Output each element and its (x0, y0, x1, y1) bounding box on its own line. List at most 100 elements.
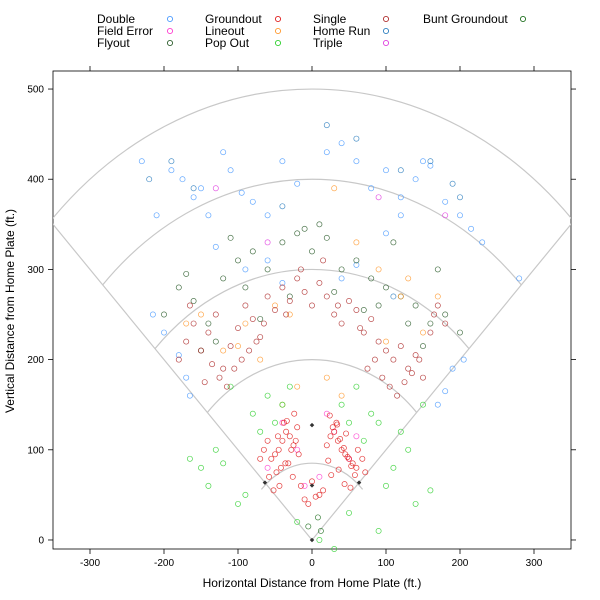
data-point (212, 338, 219, 345)
data-point (186, 455, 193, 462)
data-point (312, 493, 319, 500)
data-point (390, 464, 397, 471)
data-point (279, 401, 286, 408)
data-point (316, 473, 323, 480)
data-point (285, 460, 292, 467)
data-point (161, 311, 167, 318)
plot-frame (52, 70, 572, 550)
y-axis-title: Vertical Distance from Home Plate (ft.) (3, 209, 17, 413)
data-point (198, 311, 204, 318)
base-marker (356, 480, 362, 485)
legend-label: Home Run (313, 24, 370, 38)
data-point (420, 329, 426, 336)
data-point (257, 334, 264, 341)
x-tick-label: -300 (80, 558, 100, 569)
data-point (282, 460, 289, 467)
infield-arc (260, 462, 364, 490)
data-point (516, 275, 523, 282)
data-point (270, 487, 277, 494)
x-axis-ticks: -300 -200 -100 0 100 200 300 (80, 66, 543, 569)
data-point (146, 176, 153, 183)
data-point (264, 212, 271, 219)
legend-marker (382, 27, 390, 35)
data-point (329, 424, 336, 431)
data-point (183, 320, 190, 327)
data-point (216, 374, 223, 381)
data-point (442, 198, 449, 205)
data-point (323, 122, 330, 129)
foul-lines (53, 223, 571, 541)
data-point (257, 356, 264, 363)
data-point (242, 284, 249, 291)
data-point (212, 311, 219, 318)
data-point (351, 472, 358, 478)
data-point (294, 424, 301, 431)
data-point (205, 212, 212, 219)
data-point (198, 347, 204, 354)
data-point (316, 279, 323, 286)
data-point (348, 463, 355, 469)
data-point (272, 451, 278, 458)
data-point (353, 261, 360, 268)
data-point (479, 239, 486, 246)
data-point (420, 158, 426, 165)
data-point (273, 469, 280, 476)
data-point (257, 428, 264, 435)
data-point (449, 365, 456, 372)
legend-marker (382, 15, 390, 23)
data-point (264, 392, 271, 399)
x-tick-label: 0 (309, 558, 315, 569)
data-point (449, 180, 456, 187)
data-point (309, 478, 315, 485)
data-point (364, 365, 371, 372)
legend-marker (274, 39, 282, 47)
legend-marker (274, 27, 282, 35)
data-point (353, 383, 360, 390)
data-point (294, 518, 301, 525)
data-point (264, 239, 271, 246)
data-point (220, 149, 227, 156)
data-point (286, 293, 293, 300)
data-point (327, 433, 334, 440)
data-point (294, 230, 301, 237)
data-point (412, 176, 419, 183)
data-point (220, 347, 227, 354)
data-point (368, 410, 375, 417)
data-point (297, 482, 304, 489)
data-point (279, 279, 286, 286)
data-point (276, 482, 283, 489)
data-point (291, 410, 298, 417)
data-point (344, 454, 351, 460)
data-point (405, 365, 412, 372)
data-point (353, 239, 360, 246)
data-point (260, 446, 267, 453)
data-point (301, 496, 308, 503)
data-point (427, 487, 434, 494)
legend-label: Flyout (97, 36, 130, 50)
legend-marker (166, 27, 174, 35)
data-point (209, 361, 216, 368)
y-tick-label: 0 (38, 535, 44, 546)
data-point (205, 482, 212, 489)
data-point (383, 347, 389, 354)
data-point (249, 316, 256, 322)
data-point (301, 482, 308, 489)
data-point (408, 370, 415, 377)
data-point (283, 311, 290, 318)
x-tick-label: -100 (228, 558, 248, 569)
data-point (227, 167, 234, 174)
outfield-arc (154, 268, 470, 350)
data-point (242, 320, 249, 327)
data-point (353, 307, 360, 313)
y-tick-label: 500 (27, 85, 44, 96)
data-point (338, 275, 345, 282)
data-point (305, 523, 312, 530)
data-point (442, 388, 449, 395)
data-point (442, 320, 449, 327)
data-point (383, 284, 389, 291)
data-point (405, 275, 412, 282)
data-point (257, 316, 264, 322)
data-point (186, 302, 193, 309)
data-point (401, 379, 408, 386)
data-point (279, 158, 286, 165)
